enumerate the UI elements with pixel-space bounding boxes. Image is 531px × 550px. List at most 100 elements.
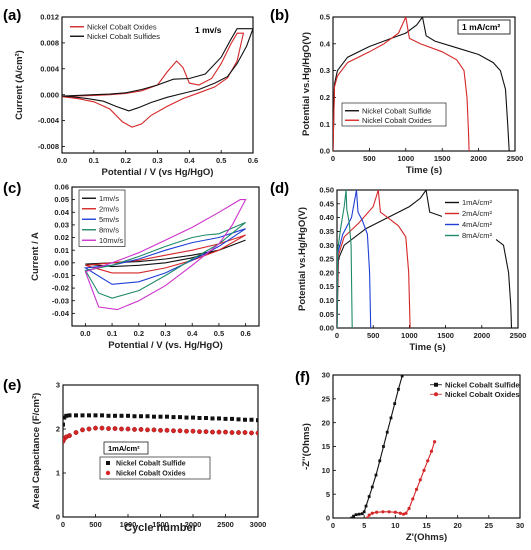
data-point — [404, 511, 408, 515]
data-point — [67, 413, 72, 418]
data-point — [177, 428, 183, 434]
annotation: 1 mv/s — [195, 25, 222, 35]
annotation: 1 mA/cm² — [462, 22, 500, 32]
data-point — [158, 414, 163, 419]
y-tick-label: 0.5 — [320, 13, 330, 22]
panel-f: (f) 0 5 10 15 20 25 30 0 5 10 15 20 25 30 Z'(Ohms) -Z''(… — [295, 369, 524, 543]
data-point — [230, 416, 234, 421]
y-tick-label: 0.40 — [319, 213, 334, 222]
plot-area — [337, 190, 513, 328]
x-tick-label: 30 — [516, 521, 524, 530]
y-tick-label: 0.3 — [320, 66, 330, 75]
y-tick-label: 0.25 — [319, 255, 334, 264]
x-tick-label: 2000 — [470, 154, 487, 163]
data-point — [125, 426, 131, 432]
data-point — [229, 430, 235, 435]
data-point — [139, 414, 143, 419]
x-tick-label: 2000 — [473, 331, 490, 340]
data-point — [242, 430, 248, 435]
x-tick-label: 15 — [422, 521, 430, 530]
x-tick-label: 25 — [485, 521, 493, 530]
y-tick-label: 3 — [56, 381, 60, 390]
y-tick-label: 25 — [322, 394, 330, 403]
data-point — [178, 415, 182, 420]
data-point — [113, 413, 117, 418]
plot-area — [63, 413, 258, 444]
x-tick-label: 10 — [391, 521, 399, 530]
data-point — [255, 430, 258, 436]
y-tick-label: 0.03 — [54, 221, 69, 230]
series-line — [85, 234, 246, 274]
legend-entry: Nickel Cobalt Sulfides — [87, 32, 160, 41]
legend-entry: 4mA/cm² — [462, 220, 493, 229]
y-tick-label: 0.00 — [54, 258, 69, 267]
x-tick-label: 0.1 — [89, 156, 99, 165]
data-point — [418, 478, 422, 482]
y-tick-label: -0.008 — [38, 142, 59, 151]
data-point — [119, 426, 124, 432]
y-tick-label: 0.004 — [40, 64, 60, 73]
data-point — [80, 427, 85, 433]
data-point — [429, 449, 434, 453]
y-tick-label: -0.04 — [52, 309, 70, 318]
data-point — [400, 375, 404, 378]
y-axis-label: Current / A — [30, 232, 41, 281]
data-point — [86, 426, 92, 432]
data-point — [370, 511, 374, 515]
data-point — [381, 510, 385, 514]
data-point — [393, 402, 397, 405]
y-tick-label: 0.0 — [320, 147, 330, 156]
data-point — [243, 417, 247, 422]
legend-entry: Nickel Cobalt Oxides — [87, 22, 157, 31]
x-tick-label: 0.3 — [152, 156, 162, 165]
series-line — [366, 441, 436, 518]
data-point — [80, 413, 85, 418]
legend-entry: 1mA/cm² — [462, 198, 493, 207]
series-line — [337, 190, 353, 328]
data-point — [375, 510, 379, 514]
x-axis-label: Potential / V (vs. Hg/HgO) — [108, 340, 223, 351]
y-axis-label: Current (A/cm²) — [14, 50, 25, 120]
legend-entry: Nickel Cobalt Oxides — [362, 116, 432, 125]
data-point — [387, 510, 391, 514]
data-point — [354, 513, 358, 517]
annotation-box — [103, 441, 149, 455]
x-tick-label: 0.3 — [160, 329, 170, 338]
data-point — [367, 513, 371, 517]
data-point — [74, 413, 78, 418]
data-point — [401, 512, 406, 516]
data-point — [352, 514, 355, 518]
x-axis-label: Time (s) — [409, 342, 445, 353]
x-tick-label: 0.6 — [248, 156, 258, 165]
y-tick-label: 0.30 — [319, 241, 334, 250]
series-line — [85, 239, 246, 268]
series-line — [333, 17, 470, 151]
legend-entry: 8mv/s — [99, 225, 119, 234]
data-point — [93, 413, 98, 418]
data-point — [119, 413, 124, 418]
data-point — [382, 445, 385, 448]
data-point — [216, 429, 222, 435]
series-line — [62, 28, 253, 112]
legend-entry: Nickel Cobalt Sulfide — [445, 380, 520, 389]
x-tick-label: 2500 — [507, 154, 524, 163]
legend-entry: 1mv/s — [99, 194, 119, 203]
y-tick-label: 20 — [322, 418, 330, 427]
data-point — [126, 413, 130, 418]
data-point — [106, 413, 111, 418]
data-point — [164, 427, 170, 433]
y-tick-label: 0.02 — [54, 233, 69, 242]
y-tick-label: -0.02 — [52, 284, 69, 293]
y-axis-label: Areal Capacitance (F/cm²) — [31, 393, 42, 510]
series-line — [333, 17, 510, 151]
data-point — [171, 415, 176, 420]
data-point — [132, 414, 137, 419]
x-tick-label: 0.1 — [107, 329, 117, 338]
data-point — [63, 422, 65, 427]
plot-area — [62, 28, 253, 128]
x-tick-label: 0.2 — [134, 329, 144, 338]
series-line — [351, 375, 403, 518]
plot-area — [350, 375, 437, 518]
plot-frame — [332, 16, 516, 152]
